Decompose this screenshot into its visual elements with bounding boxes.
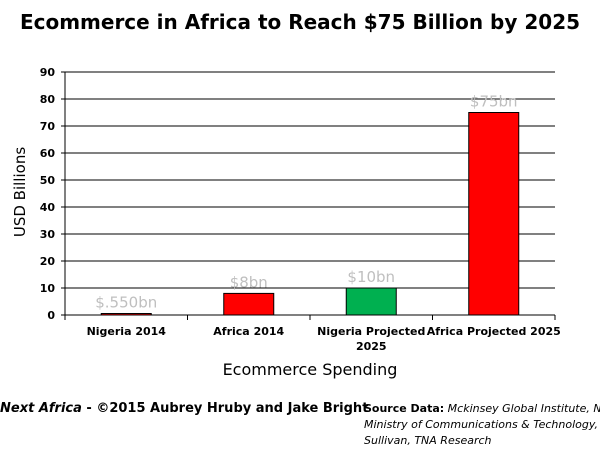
y-tick-label: 0	[47, 309, 55, 322]
data-labels: $.550bn $8bn $10bn $75bn	[95, 93, 517, 312]
bars	[100, 112, 520, 316]
category-label: Nigeria 2014	[87, 325, 167, 338]
y-tick-label: 50	[40, 174, 56, 187]
data-label: $.550bn	[95, 294, 157, 312]
data-label: $75bn	[470, 93, 518, 111]
category-label: Africa 2014	[213, 325, 284, 338]
source-line-1: Mckinsey Global Institute, Nige	[447, 402, 600, 415]
credit-brand: Next Africa	[0, 401, 82, 416]
source-line-3: Sullivan, TNA Research	[364, 434, 492, 447]
y-tick-label: 20	[40, 255, 56, 268]
bar	[223, 292, 275, 316]
y-tick-label: 90	[40, 66, 56, 79]
y-axis-label: USD Billions	[11, 146, 29, 238]
credit-text: - ©2015 Aubrey Hruby and Jake Bright	[81, 401, 369, 416]
data-label: $8bn	[230, 273, 268, 291]
y-tick-label: 30	[40, 228, 56, 241]
y-tick-label: 60	[40, 147, 56, 160]
y-tick-label: 80	[40, 93, 56, 106]
category-label: Nigeria Projected	[317, 325, 425, 338]
chart-title: Ecommerce in Africa to Reach $75 Billion…	[19, 10, 581, 34]
x-axis-label: Ecommerce Spending	[222, 360, 398, 379]
source-note: Source Data: Mckinsey Global Institute, …	[364, 401, 600, 449]
bar	[468, 112, 520, 316]
source-line-2: Ministry of Communications & Technology,…	[364, 418, 600, 431]
y-tick-label: 40	[40, 201, 56, 214]
bar	[345, 287, 397, 316]
category-label: 2025	[356, 340, 387, 353]
data-label: $10bn	[347, 268, 395, 286]
source-title: Source Data:	[364, 402, 445, 415]
category-label: Africa Projected 2025	[427, 325, 561, 338]
y-tick-label: 70	[40, 120, 56, 133]
y-axis-ticks: 0 10 20 30 40 50 60 70 80 90	[40, 66, 65, 322]
y-tick-label: 10	[40, 282, 56, 295]
credit-line: Next Africa - ©2015 Aubrey Hruby and Jak…	[0, 401, 368, 416]
category-labels: Nigeria 2014 Africa 2014 Nigeria Projected…	[64, 315, 561, 353]
